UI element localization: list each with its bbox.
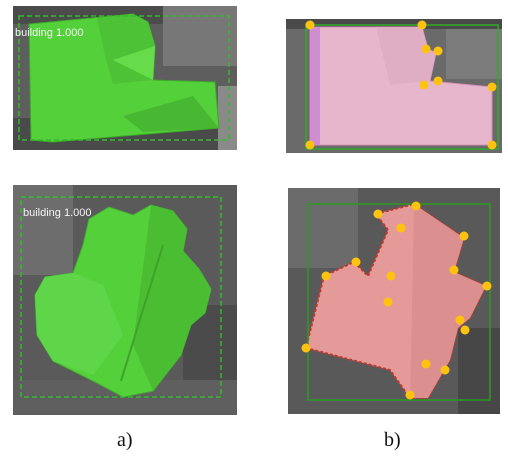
vertex-points [305,20,497,150]
panel-a-bottom: building 1.000 [13,185,237,415]
bounding-box [307,203,491,401]
panel-b-top [286,19,502,153]
panel-a-top: building 1.000 [13,6,237,150]
detection-box [18,15,230,141]
detection-box [20,196,222,398]
detection-label: building 1.000 [15,27,84,39]
aerial-image-b-top [286,19,502,153]
caption-a: a) [117,429,133,451]
aerial-image-a-top [13,6,237,150]
vertex-points [301,201,492,400]
aerial-image-a-bottom [13,185,237,415]
detection-label: building 1.000 [23,207,92,219]
aerial-image-b-bottom [288,188,500,414]
bounding-box [305,24,499,150]
caption-b: b) [384,429,401,451]
panel-b-bottom [288,188,500,414]
